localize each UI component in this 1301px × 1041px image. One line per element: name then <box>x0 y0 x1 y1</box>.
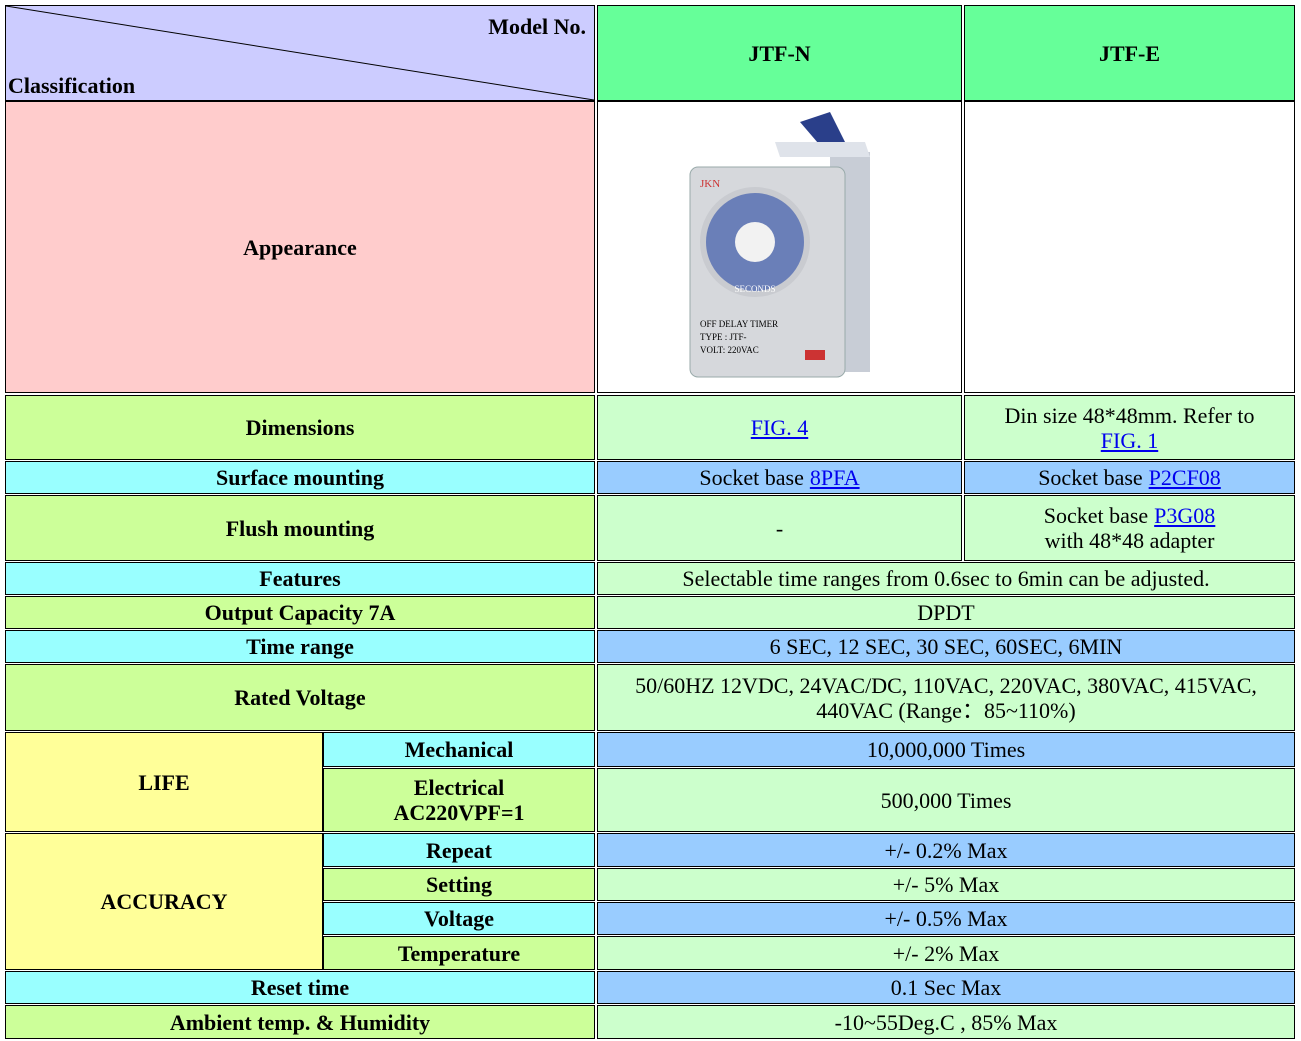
label: Temperature <box>323 936 595 970</box>
value: +/- 2% Max <box>597 936 1295 970</box>
label: Ambient temp. & Humidity <box>5 1005 595 1039</box>
text: Electrical <box>413 775 505 800</box>
label: Features <box>5 562 595 595</box>
label: Repeat <box>323 833 595 867</box>
svg-text:VOLT: 220VAC: VOLT: 220VAC <box>700 345 759 355</box>
value: Selectable time ranges from 0.6sec to 6m… <box>597 562 1295 595</box>
value: 50/60HZ 12VDC, 24VAC/DC, 110VAC, 220VAC,… <box>597 664 1295 731</box>
value: 6 SEC, 12 SEC, 30 SEC, 60SEC, 6MIN <box>597 630 1295 663</box>
text: Socket base <box>1038 465 1143 490</box>
label: Dimensions <box>5 395 595 460</box>
image-cell: JKN SECONDS OFF DELAY TIMER TYPE : JTF- … <box>597 101 962 393</box>
product-image: JKN SECONDS OFF DELAY TIMER TYPE : JTF- … <box>689 112 870 378</box>
model: JTF-E <box>964 5 1295 101</box>
link[interactable]: FIG. 1 <box>1100 427 1159 453</box>
text: Din size 48*48mm. Refer to <box>1004 402 1255 428</box>
value: +/- 5% Max <box>597 868 1295 901</box>
svg-text:TYPE : JTF-: TYPE : JTF- <box>700 332 747 342</box>
value: - <box>597 495 962 561</box>
svg-text:JKN: JKN <box>700 178 720 190</box>
label: Setting <box>323 868 595 901</box>
link[interactable]: P2CF08 <box>1148 465 1221 490</box>
label: Appearance <box>5 101 595 393</box>
link[interactable]: FIG. 4 <box>750 415 809 440</box>
value: 0.1 Sec Max <box>597 971 1295 1004</box>
value: 10,000,000 Times <box>597 732 1295 767</box>
text: Socket base <box>699 465 804 490</box>
text: Socket base <box>1043 503 1149 528</box>
svg-text:SECONDS: SECONDS <box>734 284 775 294</box>
text: with 48*48 adapter <box>1044 528 1215 553</box>
corner-cell: Model No. Classification <box>5 5 595 101</box>
model-no: Model No. <box>488 14 586 39</box>
value: Din size 48*48mm. Refer to FIG. 1 <box>964 395 1295 460</box>
link[interactable]: 8PFA <box>809 465 860 490</box>
label: Rated Voltage <box>5 664 595 731</box>
link[interactable]: P3G08 <box>1154 503 1216 528</box>
value: DPDT <box>597 596 1295 629</box>
classification: Classification <box>8 73 136 98</box>
svg-text:OFF DELAY TIMER: OFF DELAY TIMER <box>700 319 778 329</box>
value: FIG. 4 <box>597 395 962 460</box>
diagonal <box>6 6 594 100</box>
image-cell <box>964 101 1295 393</box>
label: Surface mounting <box>5 461 595 494</box>
text: AC220VPF=1 <box>393 800 525 825</box>
label: Electrical AC220VPF=1 <box>323 768 595 832</box>
value: Socket base P2CF08 <box>964 461 1295 494</box>
label: Mechanical <box>323 732 595 767</box>
label: Output Capacity 7A <box>5 596 595 629</box>
group-label: ACCURACY <box>5 833 323 970</box>
value: 500,000 Times <box>597 768 1295 832</box>
label: Voltage <box>323 902 595 935</box>
group-label: LIFE <box>5 732 323 832</box>
label: Time range <box>5 630 595 663</box>
label: Flush mounting <box>5 495 595 561</box>
value: +/- 0.2% Max <box>597 833 1295 867</box>
model: JTF-N <box>597 5 962 101</box>
value: +/- 0.5% Max <box>597 902 1295 935</box>
value: Socket base P3G08 with 48*48 adapter <box>964 495 1295 561</box>
value: Socket base 8PFA <box>597 461 962 494</box>
label: Reset time <box>5 971 595 1004</box>
value: -10~55Deg.C , 85% Max <box>597 1005 1295 1039</box>
